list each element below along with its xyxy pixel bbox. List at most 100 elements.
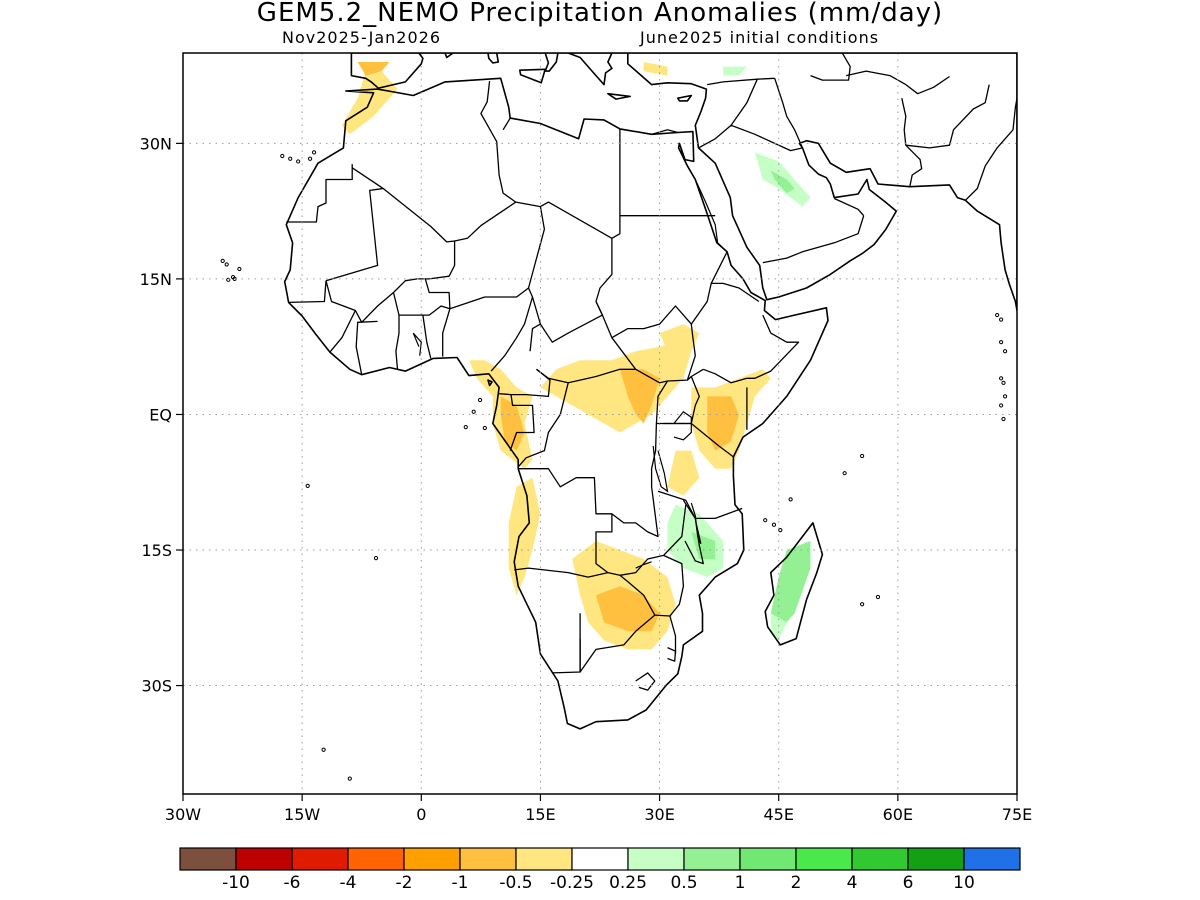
coastline-europe — [350, 53, 629, 89]
border-caspian — [810, 53, 851, 81]
border-eritrea-ethiopia — [711, 282, 760, 303]
border-lesotho — [635, 672, 656, 691]
lat-tick-label: EQ — [149, 405, 172, 424]
colorbar-label: -0.25 — [550, 873, 594, 893]
coastline-cyprus — [676, 94, 693, 102]
border-afghanistan-pakistan — [905, 84, 990, 149]
island-outline — [321, 747, 326, 752]
latitude-axis: 30N 15N EQ 15S 30S — [140, 134, 183, 696]
island-outline — [999, 340, 1004, 345]
colorbar-swatch — [291, 847, 349, 871]
coastline-africa — [283, 77, 829, 730]
water-lake-kariba — [635, 561, 652, 569]
lon-tick-label: 75E — [1002, 805, 1032, 824]
anomaly-region-saudi-wet-2 — [770, 170, 795, 194]
colorbar-label: 1 — [735, 873, 746, 893]
lon-tick-label: 30W — [165, 805, 201, 824]
border-togo-benin — [422, 315, 432, 359]
border-sa-moz — [669, 615, 677, 654]
island-outline — [999, 403, 1004, 408]
lon-tick-label: 0 — [416, 805, 426, 824]
border-yemen-saudi — [762, 215, 865, 264]
island-outline — [482, 425, 487, 431]
border-south-sudan-sudan — [611, 305, 692, 339]
island-outline — [237, 266, 242, 272]
water-lake-victoria — [673, 410, 692, 441]
island-outline — [373, 556, 379, 561]
border-zambia-zimbabwe — [619, 504, 687, 576]
island-outline — [230, 275, 236, 280]
island-outline — [860, 453, 865, 459]
gridlines — [183, 53, 1017, 794]
colorbar-legend: -10 -6 -4 -2 -1 -0.5 -0.25 0.25 0.5 1 2 4 6 10 — [179, 847, 1021, 893]
lon-tick-label: 15E — [525, 805, 555, 824]
island-outline — [463, 425, 468, 430]
colorbar-swatch — [795, 847, 853, 871]
anomaly-region-horn-dry — [659, 324, 700, 352]
colorbar-swatch — [515, 847, 573, 871]
anomaly-region-gulf-wet — [723, 66, 747, 76]
coastline-sicily — [518, 68, 547, 84]
border-uganda — [656, 376, 700, 425]
anomaly-region-madagascar-wet — [770, 541, 811, 632]
border-eswatini — [667, 647, 677, 662]
border-niger-chad-libya — [515, 201, 613, 239]
border-algeria-libya-niger — [454, 80, 517, 242]
colorbar-swatch — [179, 847, 237, 871]
anomaly-region-central-africa-dry-band-2 — [619, 369, 660, 424]
border-western-sahara-mauritania — [286, 164, 353, 223]
border-turkey-syria — [707, 77, 775, 86]
water-lake-volta — [412, 332, 422, 356]
coastline-bioko — [487, 379, 493, 387]
anomaly-region-libya-coast-dry — [643, 62, 668, 76]
border-pakistan-india — [964, 98, 1017, 201]
border-chad-car-sudan — [539, 301, 604, 343]
colorbar-label: 2 — [791, 873, 802, 893]
colorbar-label: -10 — [222, 873, 250, 893]
island-outline — [1002, 349, 1008, 354]
island-outline — [280, 153, 285, 159]
lon-tick-label: 60E — [883, 805, 913, 824]
anomaly-region-madagascar-wet-2 — [770, 613, 787, 641]
island-outline — [226, 277, 231, 282]
border-mali-algeria — [325, 187, 456, 323]
border-benin-nigeria — [442, 308, 451, 357]
island-outline — [224, 262, 229, 267]
island-outline — [288, 156, 293, 161]
colorbar-swatch — [571, 847, 629, 871]
island-outline — [999, 376, 1004, 381]
colorbar-swatch — [459, 847, 517, 871]
border-ghana — [395, 315, 406, 372]
island-outline — [477, 397, 483, 403]
island-outline — [1002, 394, 1008, 399]
colorbar-label: 10 — [953, 873, 975, 893]
water-lake-tanganyika — [652, 446, 669, 493]
anomaly-region-east-africa-dry-2 — [707, 396, 739, 451]
chart-title: GEM5.2_NEMO Precipitation Anomalies (mm/… — [256, 0, 944, 28]
border-zambia-tanzania — [657, 490, 696, 519]
water-nile-delta-coast — [651, 129, 678, 135]
island-outline — [347, 776, 352, 781]
island-outline — [763, 518, 768, 523]
colorbar-label: 6 — [903, 873, 914, 893]
lat-tick-label: 15N — [140, 270, 172, 289]
colorbar-swatch — [683, 847, 741, 871]
border-namibia-sa — [552, 638, 581, 674]
initial-conditions: June2025 initial conditions — [640, 28, 880, 47]
map-frame — [182, 52, 1018, 795]
island-outline — [842, 471, 847, 476]
border-turkmenistan — [846, 70, 950, 95]
lon-tick-label: 30E — [644, 805, 674, 824]
anomaly-region-mozambique-wet-2 — [691, 531, 716, 559]
island-outline — [305, 483, 310, 488]
island-outline — [788, 497, 793, 502]
island-outline — [875, 594, 881, 600]
island-outline — [220, 258, 225, 263]
border-libya-tunisia-chad — [502, 117, 511, 131]
island-outline — [778, 528, 783, 533]
border-drc-zambia — [596, 380, 669, 538]
anomaly-region-central-africa-dry-band — [540, 342, 692, 433]
anomaly-region-southern-dry-2 — [596, 586, 660, 632]
border-burkina-ghana-etc — [392, 292, 451, 316]
island-outline — [771, 522, 777, 527]
